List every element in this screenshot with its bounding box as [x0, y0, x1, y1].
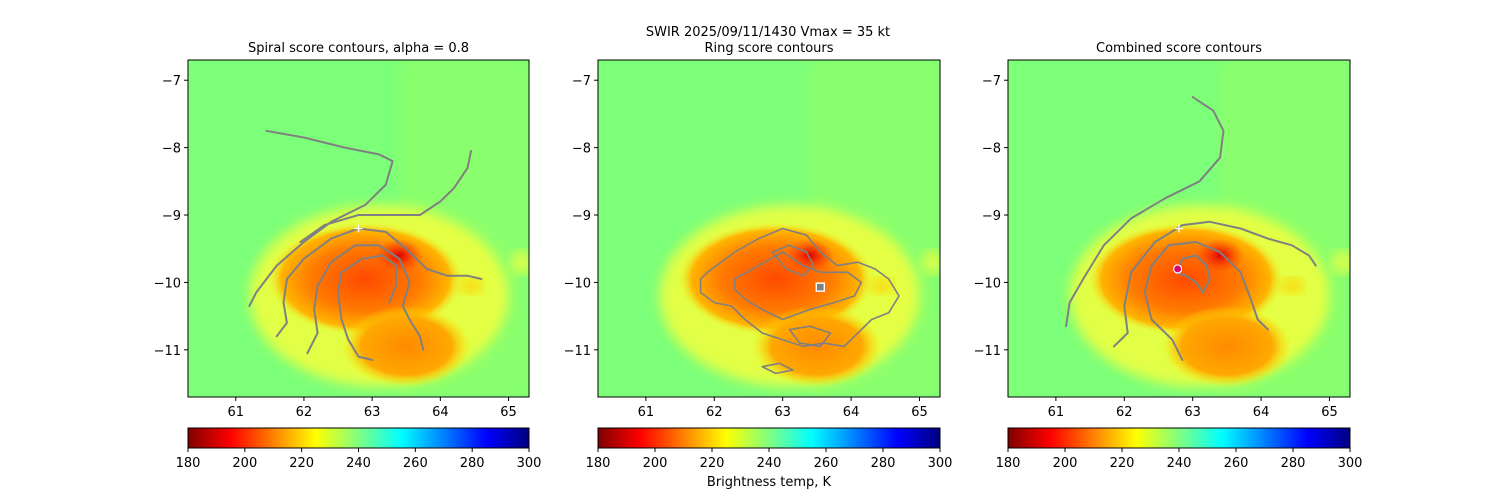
- cloud-south: [341, 306, 472, 387]
- panel-title: Spiral score contours, alpha = 0.8: [248, 41, 469, 56]
- y-tick-label: −8: [982, 142, 1001, 157]
- y-tick-label: −8: [572, 142, 591, 157]
- y-tick-label: −10: [974, 276, 1001, 291]
- east-edge-patch: [510, 250, 529, 275]
- colorbar-tick-label: 180: [996, 456, 1021, 471]
- east-patch: [869, 277, 894, 294]
- y-tick-label: −7: [162, 74, 181, 89]
- center-marker: [815, 282, 825, 292]
- x-tick-label: 64: [1253, 405, 1270, 420]
- contour-line: [734, 251, 863, 321]
- brightness-image: [1008, 60, 1350, 397]
- contour-line: [1065, 96, 1225, 328]
- y-tick-label: −11: [974, 344, 1001, 359]
- cold-spot: [375, 238, 424, 273]
- contour-line: [1174, 254, 1211, 294]
- x-tick-label: 63: [1184, 405, 1201, 420]
- x-tick-label: 64: [432, 405, 449, 420]
- cloud-south: [1161, 306, 1292, 387]
- y-tick-label: −8: [162, 142, 181, 157]
- panel-spiral: Spiral score contours, alpha = 0.8 61 62 63…: [154, 41, 542, 471]
- center-marker: [1175, 224, 1183, 233]
- y-tick-label: −7: [982, 74, 1001, 89]
- contour-line: [761, 362, 794, 375]
- figure-suptitle: SWIR 2025/09/11/1430 Vmax = 35 kt: [646, 25, 890, 40]
- east-edge-patch: [921, 250, 940, 275]
- x-tick-label: 62: [706, 405, 723, 420]
- colorbar: [597, 427, 941, 449]
- contour-line: [788, 325, 832, 348]
- colorbar-tick-label: 260: [403, 456, 428, 471]
- east-patch: [1279, 277, 1304, 294]
- colorbar-tick-label: 300: [517, 456, 542, 471]
- colorbar-tick-label: 280: [871, 456, 896, 471]
- colorbar-tick-label: 300: [928, 456, 953, 471]
- y-tick-label: −10: [154, 276, 181, 291]
- contour-line: [1113, 220, 1317, 348]
- colorbar-tick-label: 260: [1224, 456, 1249, 471]
- contour-line: [771, 244, 815, 277]
- y-tick-label: −9: [572, 209, 591, 224]
- axes-frame: [187, 59, 530, 398]
- x-tick-label: 61: [638, 405, 655, 420]
- contour-line: [337, 254, 397, 361]
- combined-center-marker: [1173, 264, 1183, 274]
- colorbar-tick-label: 240: [1167, 456, 1192, 471]
- panel-combined: Combined score contours 61 62 63 64 65 −7 −8 −9 −…: [974, 41, 1363, 471]
- x-tick-label: 61: [1048, 405, 1065, 420]
- colorbar-tick-label: 200: [232, 456, 257, 471]
- y-tick-label: −11: [564, 344, 591, 359]
- panel-ring: Ring score contours 61 62 63 64 65 −7 −8 −9 −10 −1…: [564, 41, 953, 471]
- brightness-image: [598, 60, 940, 397]
- colorbar-tick-label: 280: [460, 456, 485, 471]
- x-tick-label: 63: [774, 405, 791, 420]
- axes-frame: [597, 59, 941, 398]
- colorbar-tick-label: 220: [700, 456, 725, 471]
- x-tick-label: 63: [364, 405, 381, 420]
- panel-title: Ring score contours: [704, 41, 833, 56]
- x-tick-label: 65: [911, 405, 928, 420]
- y-tick-label: −9: [162, 209, 181, 224]
- panel-title: Combined score contours: [1096, 41, 1262, 56]
- x-tick-label: 64: [843, 405, 860, 420]
- colorbar-tick-label: 220: [1110, 456, 1135, 471]
- colorbar-tick-label: 180: [176, 456, 201, 471]
- x-tick-label: 65: [500, 405, 517, 420]
- y-tick-label: −7: [572, 74, 591, 89]
- colorbar-tick-label: 240: [757, 456, 782, 471]
- contour-line: [1143, 241, 1269, 361]
- center-marker: [354, 224, 363, 233]
- cold-spot: [786, 238, 834, 273]
- colorbar-tick-label: 260: [814, 456, 839, 471]
- colorbar: [187, 427, 530, 449]
- contour-line: [306, 244, 425, 355]
- east-edge-patch: [1331, 250, 1350, 275]
- x-tick-label: 62: [296, 405, 313, 420]
- axes-frame: [1007, 59, 1351, 398]
- brightness-image: [188, 60, 529, 397]
- colorbar-tick-label: 200: [1053, 456, 1078, 471]
- y-tick-label: −11: [154, 344, 181, 359]
- x-tick-label: 61: [227, 405, 244, 420]
- colorbar-tick-label: 280: [1281, 456, 1306, 471]
- y-tick-label: −9: [982, 209, 1001, 224]
- colorbar: [1007, 427, 1351, 449]
- colorbar-label: Brightness temp, K: [707, 475, 832, 490]
- colorbar-tick-label: 200: [643, 456, 668, 471]
- contour-line: [299, 150, 472, 243]
- colorbar-tick-label: 300: [1338, 456, 1363, 471]
- contour-line: [699, 227, 900, 348]
- colorbar-tick-label: 180: [586, 456, 611, 471]
- x-tick-label: 65: [1321, 405, 1338, 420]
- east-patch: [459, 277, 484, 294]
- y-tick-label: −10: [564, 276, 591, 291]
- colorbar-tick-label: 240: [346, 456, 371, 471]
- contour-line: [248, 129, 394, 307]
- colorbar-tick-label: 220: [289, 456, 314, 471]
- x-tick-label: 62: [1116, 405, 1133, 420]
